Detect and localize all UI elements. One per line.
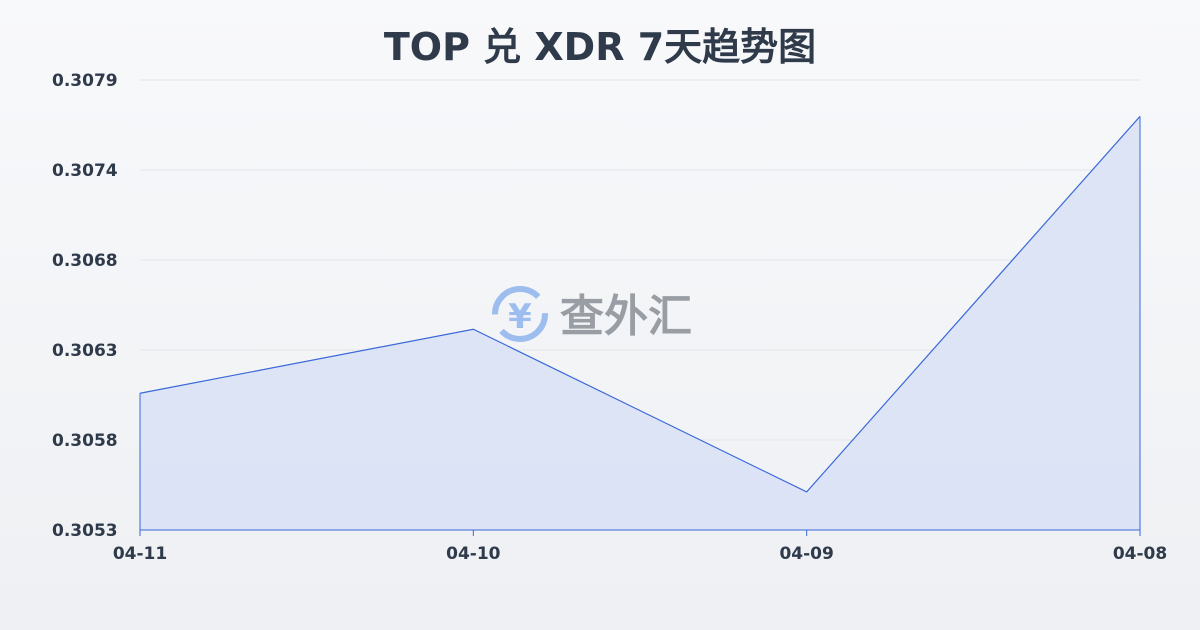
x-tick-label: 04-10: [446, 544, 501, 564]
yen-exchange-icon: [492, 286, 548, 342]
y-tick-label: 0.3058: [52, 431, 118, 451]
y-tick-label: 0.3074: [52, 161, 118, 181]
y-tick-label: 0.3068: [52, 251, 118, 271]
chart-title: TOP 兑 XDR 7天趋势图: [383, 25, 817, 69]
watermark-text: 查外汇: [560, 291, 692, 342]
x-tick-label: 04-11: [113, 544, 167, 564]
watermark: ¥ 查外汇: [492, 286, 692, 342]
y-tick-label: 0.3079: [52, 71, 118, 91]
y-tick-label: 0.3053: [52, 521, 118, 541]
series-area: [140, 116, 1140, 530]
x-tick-label: 04-08: [1113, 544, 1167, 564]
series-line: [139, 115, 1141, 493]
x-tick-label: 04-09: [779, 544, 833, 564]
svg-text:¥: ¥: [508, 297, 532, 337]
y-tick-label: 0.3063: [52, 341, 118, 361]
